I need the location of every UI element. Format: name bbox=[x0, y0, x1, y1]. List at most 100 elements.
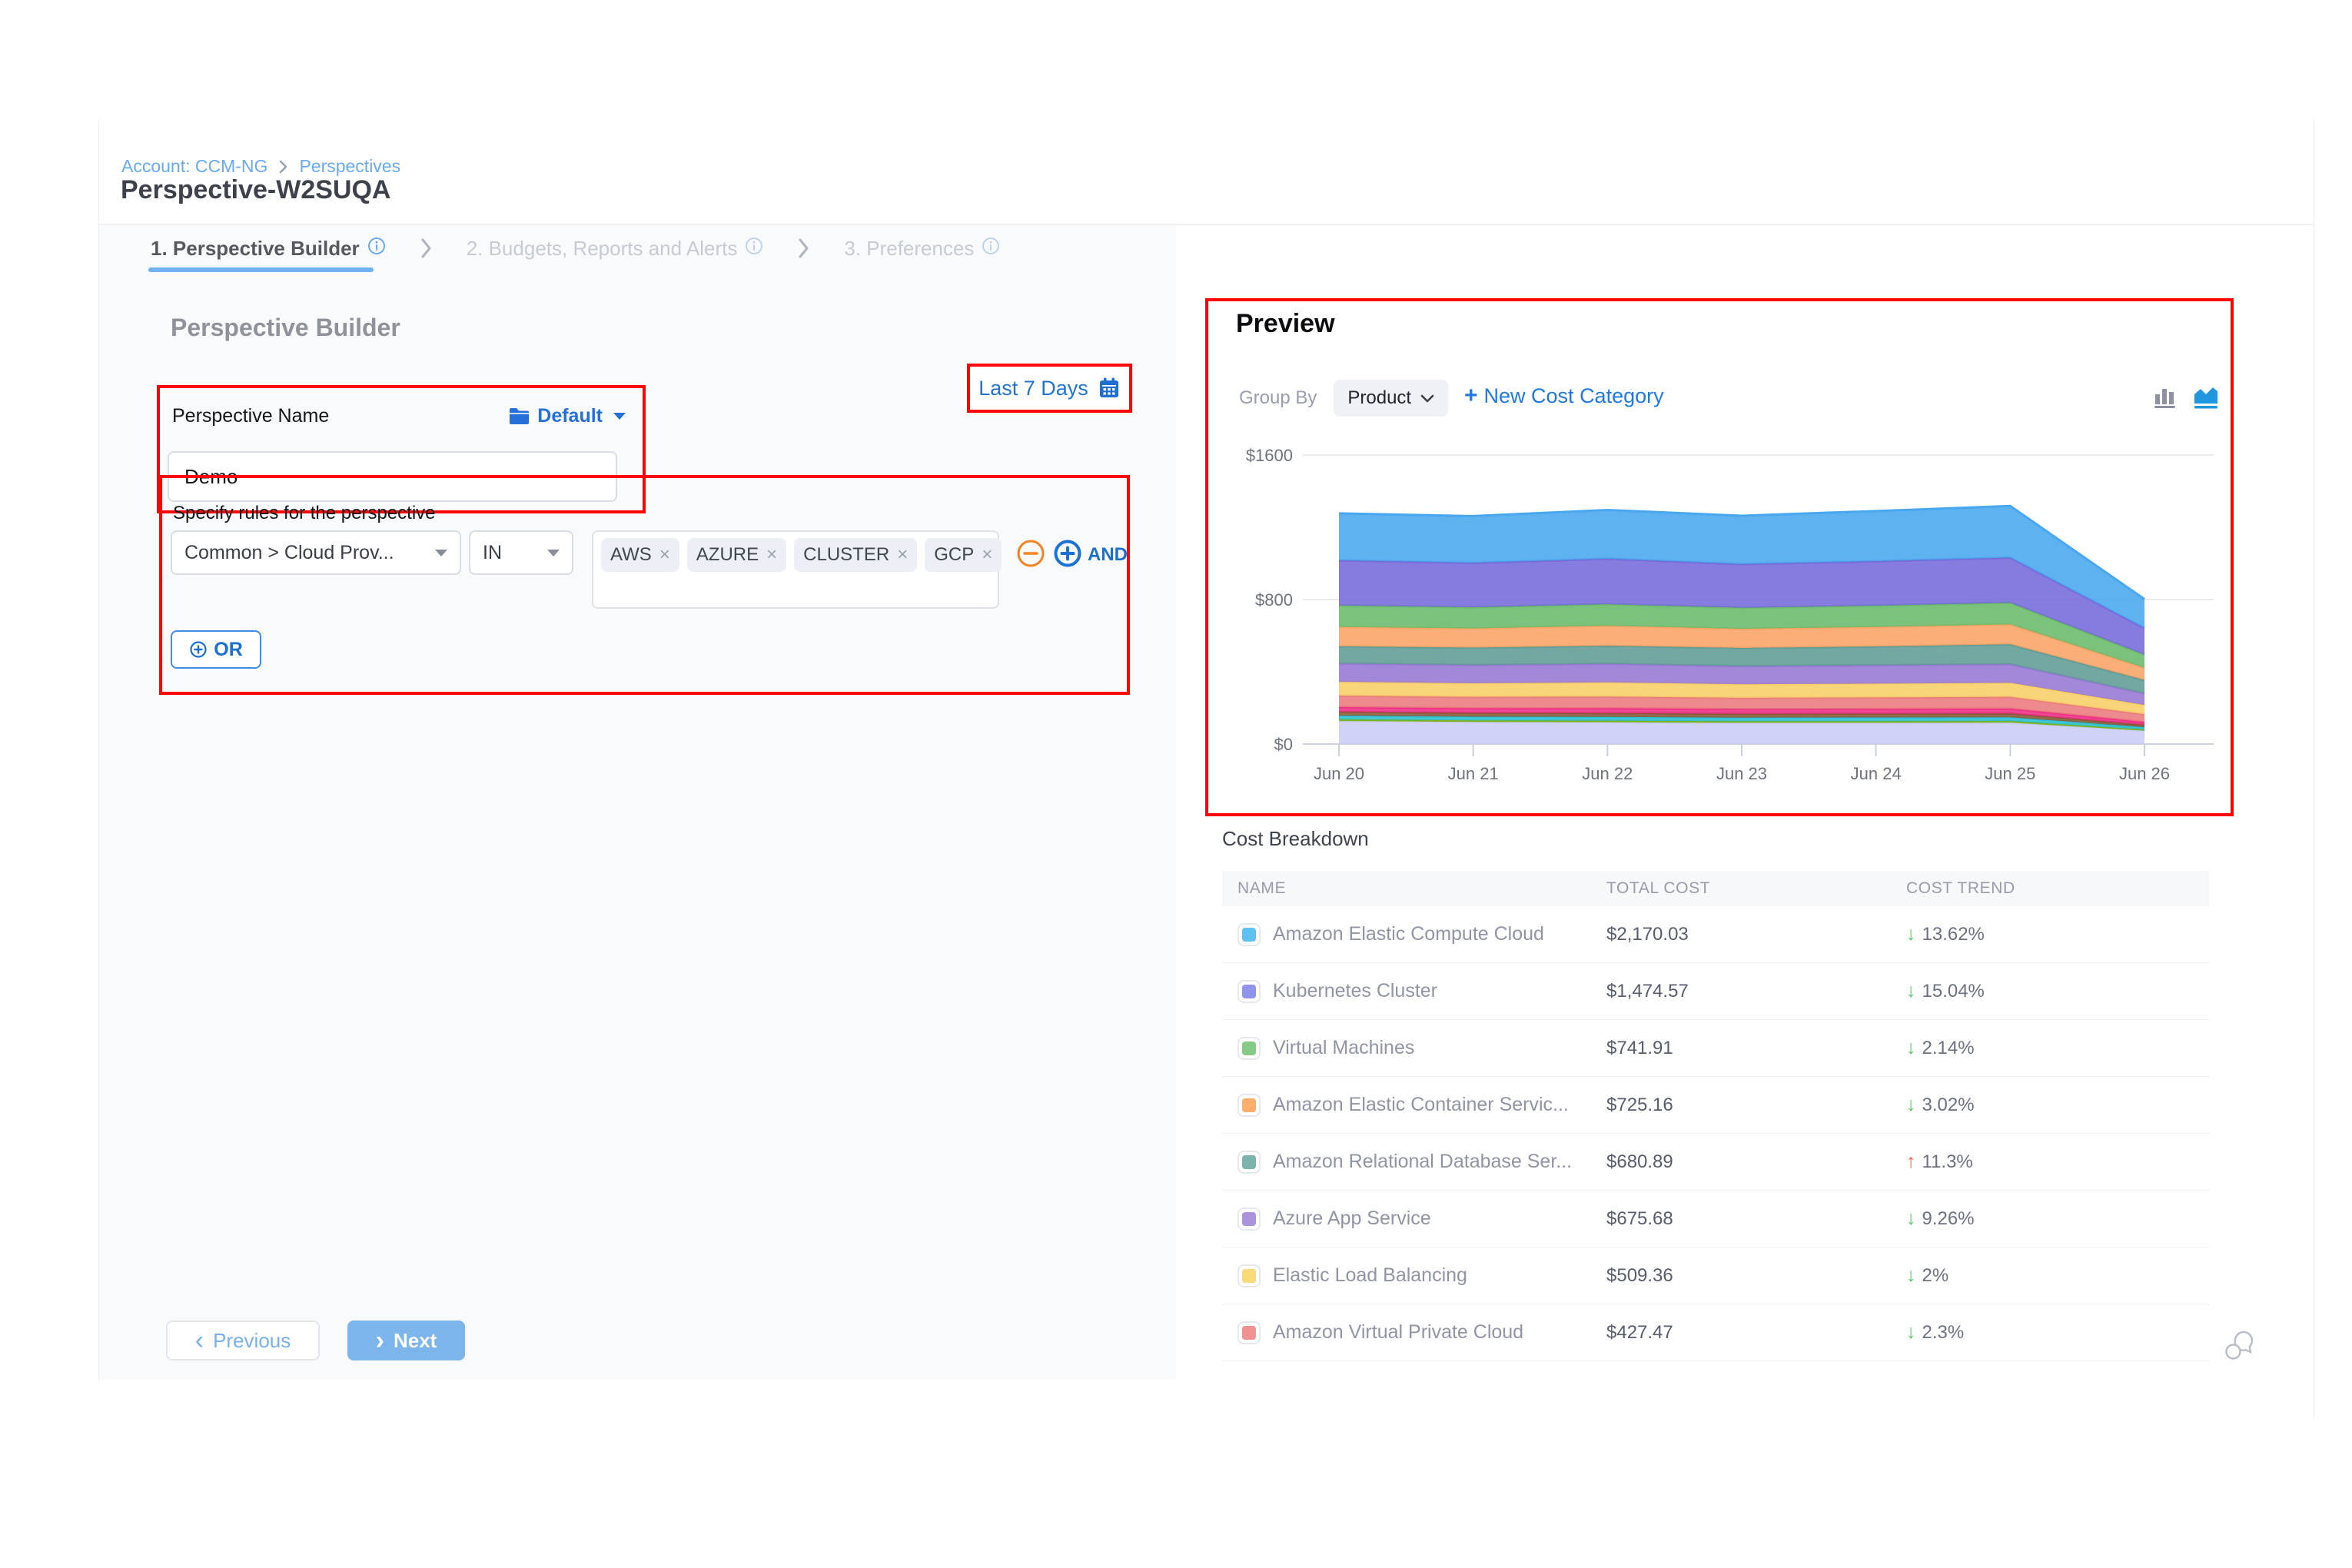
tab-separator-chevron-icon bbox=[420, 237, 433, 260]
rule-value-chip[interactable]: AWS × bbox=[601, 538, 679, 572]
series-color-swatch bbox=[1237, 1207, 1261, 1231]
series-color-swatch bbox=[1237, 1321, 1261, 1344]
table-row[interactable]: Virtual Machines $741.91 ↓ 2.14% bbox=[1222, 1020, 2209, 1077]
rule-value-chip[interactable]: CLUSTER × bbox=[794, 538, 918, 572]
plus-circle-icon bbox=[190, 641, 207, 658]
svg-text:Jun 20: Jun 20 bbox=[1314, 764, 1364, 783]
trend-percent: 3.02% bbox=[1922, 1094, 1975, 1115]
product-name[interactable]: Amazon Virtual Private Cloud bbox=[1273, 1321, 1524, 1343]
product-name[interactable]: Kubernetes Cluster bbox=[1273, 980, 1438, 1002]
total-cost-value: $509.36 bbox=[1606, 1264, 1673, 1286]
tab-perspective-builder[interactable]: 1. Perspective Builder bbox=[151, 237, 386, 261]
product-name[interactable]: Virtual Machines bbox=[1273, 1037, 1415, 1058]
calendar-icon bbox=[1099, 377, 1118, 397]
add-rule-button[interactable] bbox=[1052, 538, 1083, 573]
or-condition-button[interactable]: OR bbox=[171, 630, 261, 669]
page-title: Perspective-W2SUQA bbox=[121, 175, 391, 204]
column-header-total-cost: TOTAL COST bbox=[1606, 879, 1711, 897]
and-condition-button[interactable]: AND bbox=[1088, 544, 1128, 565]
folder-selector-label: Default bbox=[537, 405, 603, 427]
remove-chip-icon[interactable]: × bbox=[766, 544, 778, 565]
table-row[interactable]: Amazon Elastic Compute Cloud $2,170.03 ↓… bbox=[1222, 906, 2209, 963]
tab-budgets-reports-alerts[interactable]: 2. Budgets, Reports and Alerts bbox=[467, 237, 764, 261]
info-icon[interactable] bbox=[982, 237, 1000, 261]
trend-percent: 2.14% bbox=[1922, 1037, 1975, 1058]
trend-arrow-icon: ↓ bbox=[1906, 923, 1916, 945]
rule-field-value: Common > Cloud Prov... bbox=[184, 541, 394, 563]
plus-icon: + bbox=[1464, 383, 1478, 408]
chevron-down-icon bbox=[613, 413, 626, 420]
total-cost-value: $725.16 bbox=[1606, 1094, 1673, 1115]
svg-text:Jun 21: Jun 21 bbox=[1448, 764, 1499, 783]
trend-percent: 13.62% bbox=[1922, 923, 1985, 945]
info-icon[interactable] bbox=[367, 237, 386, 261]
previous-button[interactable]: ‹ Previous bbox=[166, 1321, 320, 1360]
trend-percent: 15.04% bbox=[1922, 980, 1985, 1002]
new-cost-category-button[interactable]: + New Cost Category bbox=[1464, 383, 1664, 409]
info-icon[interactable] bbox=[745, 237, 763, 261]
folder-icon bbox=[510, 408, 530, 424]
minus-circle-icon bbox=[1017, 540, 1045, 567]
cost-preview-area-chart[interactable]: $0 $800 $1600 Jun 20 Jun 21 Jun 22 Jun 23 Jun 2… bbox=[1222, 438, 2237, 799]
rule-value-chip[interactable]: GCP × bbox=[925, 538, 1002, 572]
date-range-button[interactable]: Last 7 Days bbox=[967, 364, 1132, 413]
builder-panel-background bbox=[99, 225, 1176, 1380]
rule-operator-value: IN bbox=[483, 541, 502, 563]
remove-chip-icon[interactable]: × bbox=[982, 544, 993, 565]
next-button[interactable]: › Next bbox=[347, 1321, 465, 1360]
series-color-swatch bbox=[1237, 979, 1261, 1003]
trend-percent: 9.26% bbox=[1922, 1208, 1975, 1229]
product-name[interactable]: Amazon Elastic Container Servic... bbox=[1273, 1094, 1569, 1115]
product-name[interactable]: Elastic Load Balancing bbox=[1273, 1264, 1467, 1286]
chip-label: AWS bbox=[610, 544, 652, 565]
active-tab-underline bbox=[148, 267, 374, 272]
remove-rule-button[interactable] bbox=[1015, 538, 1046, 573]
rule-operator-select[interactable]: IN bbox=[469, 530, 573, 575]
group-by-value: Product bbox=[1347, 387, 1412, 408]
breadcrumb-chevron-icon bbox=[278, 158, 288, 175]
folder-selector[interactable]: Default bbox=[509, 405, 626, 427]
trend-percent: 2% bbox=[1922, 1264, 1949, 1286]
table-row[interactable]: Kubernetes Cluster $1,474.57 ↓ 15.04% bbox=[1222, 963, 2209, 1020]
svg-text:$1600: $1600 bbox=[1246, 446, 1293, 465]
remove-chip-icon[interactable]: × bbox=[897, 544, 909, 565]
area-chart-icon[interactable] bbox=[2192, 383, 2220, 410]
column-header-name: NAME bbox=[1237, 879, 1287, 897]
rule-field-select[interactable]: Common > Cloud Prov... bbox=[171, 530, 461, 575]
chevron-down-icon bbox=[435, 549, 447, 556]
table-row[interactable]: Amazon Virtual Private Cloud $427.47 ↓ 2… bbox=[1222, 1304, 2209, 1361]
builder-heading: Perspective Builder bbox=[171, 314, 400, 341]
trend-arrow-icon: ↓ bbox=[1906, 980, 1916, 1002]
svg-text:$0: $0 bbox=[1274, 735, 1293, 754]
table-row[interactable]: Azure App Service $675.68 ↓ 9.26% bbox=[1222, 1191, 2209, 1247]
header-divider bbox=[99, 224, 2314, 225]
breadcrumb-account-link[interactable]: Account: CCM-NG bbox=[121, 156, 268, 176]
rule-value-chip[interactable]: AZURE × bbox=[686, 538, 787, 572]
remove-chip-icon[interactable]: × bbox=[659, 544, 670, 565]
product-name[interactable]: Amazon Elastic Compute Cloud bbox=[1273, 923, 1544, 945]
cost-breakdown-table: NAME TOTAL COST COST TREND Amazon Elasti… bbox=[1222, 871, 2209, 1361]
svg-text:Jun 26: Jun 26 bbox=[2119, 764, 2170, 783]
trend-percent: 11.3% bbox=[1922, 1151, 1973, 1172]
plus-circle-icon bbox=[1054, 540, 1081, 567]
tab-preferences[interactable]: 3. Preferences bbox=[844, 237, 1000, 261]
product-name[interactable]: Amazon Relational Database Ser... bbox=[1273, 1151, 1573, 1172]
total-cost-value: $680.89 bbox=[1606, 1151, 1673, 1172]
group-by-label: Group By bbox=[1239, 387, 1317, 408]
or-label: OR bbox=[214, 638, 243, 660]
table-row[interactable]: Elastic Load Balancing $509.36 ↓ 2% bbox=[1222, 1247, 2209, 1304]
breadcrumb: Account: CCM-NG Perspectives bbox=[121, 156, 400, 177]
trend-arrow-icon: ↓ bbox=[1906, 1094, 1916, 1115]
table-row[interactable]: Amazon Relational Database Ser... $680.8… bbox=[1222, 1134, 2209, 1191]
bar-chart-icon[interactable] bbox=[2152, 383, 2180, 410]
rule-values-input[interactable]: AWS × AZURE × CLUSTER × GCP × bbox=[592, 530, 1002, 609]
table-row[interactable]: Amazon Elastic Container Servic... $725.… bbox=[1222, 1077, 2209, 1134]
tab-label: 2. Budgets, Reports and Alerts bbox=[466, 236, 738, 260]
cost-breakdown-title: Cost Breakdown bbox=[1222, 827, 1369, 850]
product-name[interactable]: Azure App Service bbox=[1273, 1208, 1431, 1229]
svg-text:Jun 24: Jun 24 bbox=[1851, 764, 1902, 783]
breadcrumb-perspectives-link[interactable]: Perspectives bbox=[299, 156, 401, 176]
group-by-select[interactable]: Product bbox=[1334, 380, 1449, 417]
help-chat-icon[interactable] bbox=[2223, 1327, 2260, 1364]
series-color-swatch bbox=[1237, 1150, 1261, 1174]
